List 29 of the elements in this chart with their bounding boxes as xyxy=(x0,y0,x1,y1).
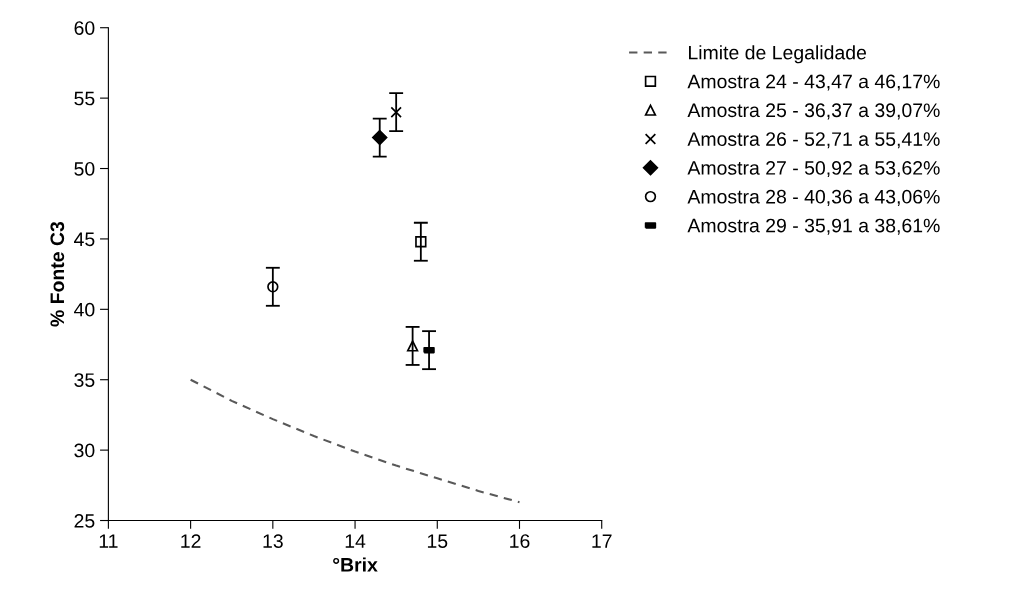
x-tick-label: 11 xyxy=(99,534,118,548)
point xyxy=(390,106,402,118)
line-series xyxy=(189,378,521,504)
y-axis-title: % Fonte C3 xyxy=(50,221,65,327)
legend-label: Amostra 29 - 35,91 a 38,61% xyxy=(687,218,940,235)
y-tick-label: 30 xyxy=(74,443,95,458)
y-tick-label: 40 xyxy=(74,302,95,317)
y-tick-label: 35 xyxy=(74,373,95,387)
y-tick-label: 25 xyxy=(74,513,95,528)
legend-label: Amostra 26 - 52,71 a 55,41% xyxy=(687,132,940,149)
x-tick-label: 12 xyxy=(181,534,201,548)
y-tick-label: 60 xyxy=(74,21,95,35)
y-tick-label: 45 xyxy=(74,232,95,247)
point xyxy=(406,340,419,352)
legend-label: Amostra 25 - 36,37 a 39,07% xyxy=(687,103,940,120)
point xyxy=(415,236,427,248)
x-axis-title: °Brix xyxy=(333,557,378,572)
point xyxy=(267,281,279,293)
x-tick-label: 15 xyxy=(427,534,448,548)
y-tick-label: 50 xyxy=(74,161,95,176)
legend-label: Amostra 24 - 43,47 a 46,17% xyxy=(687,74,940,91)
x-tick-label: 16 xyxy=(510,534,530,548)
legend-label: Amostra 28 - 40,36 a 43,06% xyxy=(687,189,940,206)
y-tick-label: 55 xyxy=(74,91,95,106)
x-tick-label: 13 xyxy=(263,534,283,548)
x-tick-label: 14 xyxy=(345,534,366,548)
legend-label: Limite de Legalidade xyxy=(689,45,867,64)
legend-label: Amostra 27 - 50,92 a 53,62% xyxy=(687,161,940,178)
x-tick-label: 17 xyxy=(592,534,612,548)
